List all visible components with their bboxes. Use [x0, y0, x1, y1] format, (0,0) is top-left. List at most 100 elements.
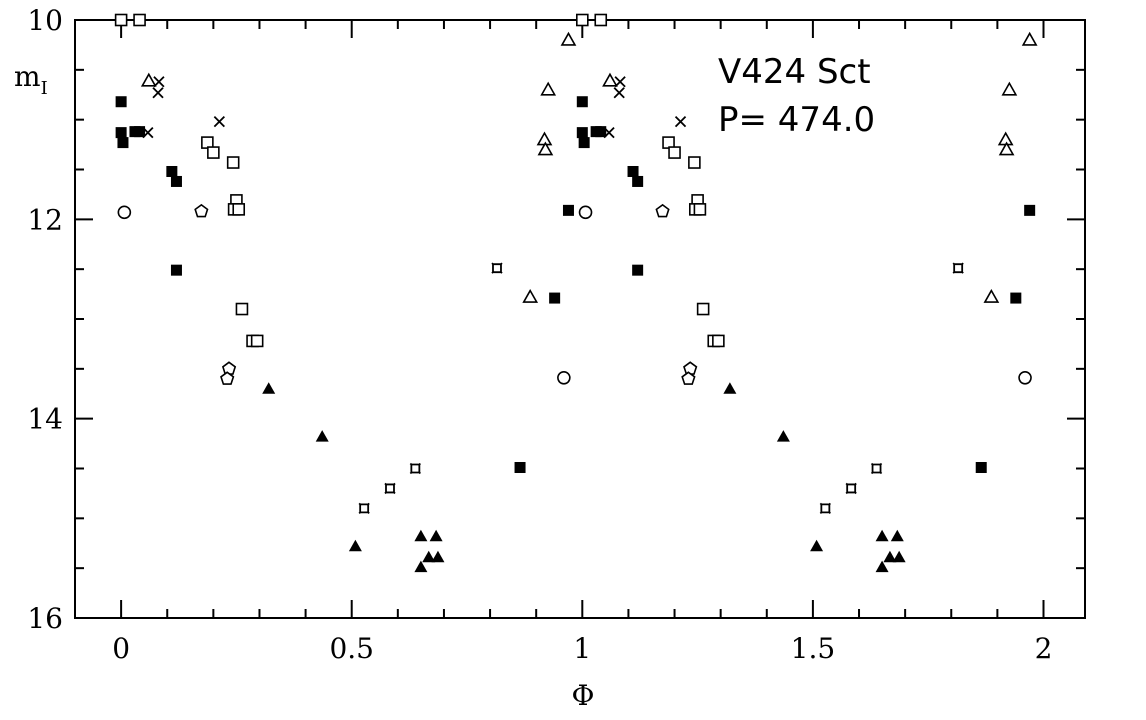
open-triangle-point — [1001, 81, 1018, 96]
filled-square-point — [632, 264, 644, 276]
filled-triangle-point — [776, 430, 790, 442]
filled-square-point — [627, 165, 639, 177]
filled-triangle-point — [414, 560, 428, 573]
x-tick-label: 0.5 — [329, 632, 374, 665]
y-tick-label: 10 — [27, 4, 63, 37]
x-tick-label: 0 — [112, 632, 130, 665]
open-triangle-point — [998, 141, 1015, 156]
filled-triangle-point — [723, 382, 737, 394]
filled-square-point — [578, 137, 590, 149]
open-square-point — [207, 146, 220, 159]
crossed-square-point — [384, 482, 396, 495]
open-circle-point — [578, 205, 593, 220]
y-axis-label-main: m — [14, 60, 41, 93]
open-square-point — [133, 13, 146, 27]
filled-square-point — [166, 165, 178, 177]
open-triangle-point — [560, 31, 577, 46]
open-square-point — [235, 302, 249, 316]
x-tick-labels: 0 0.5 1 1.5 2 — [112, 632, 1052, 665]
filled-triangle-point — [875, 560, 889, 573]
open-triangle-point — [540, 81, 557, 96]
filled-square-point — [115, 96, 127, 108]
open-square-point — [712, 334, 725, 348]
open-pentagon-point — [221, 361, 237, 375]
open-square-point — [226, 156, 240, 169]
open-triangle-point — [536, 131, 553, 146]
open-triangle-point — [522, 288, 539, 303]
star-name-annotation: V424 Sct — [718, 52, 871, 92]
open-square-point — [250, 334, 264, 348]
data-points — [114, 13, 1038, 573]
x-tick-label: 1 — [573, 632, 591, 665]
filled-square-point — [170, 175, 182, 187]
open-square-point — [693, 203, 707, 216]
filled-square-point — [595, 126, 607, 138]
filled-triangle-point — [315, 430, 329, 442]
filled-triangle-point — [810, 539, 824, 552]
cross-point — [153, 76, 165, 88]
filled-triangle-point — [892, 550, 906, 563]
period-annotation: P= 474.0 — [718, 100, 875, 140]
filled-triangle-point — [431, 550, 445, 563]
cross-point — [213, 116, 225, 128]
cross-point — [674, 116, 687, 128]
open-triangle-point — [997, 131, 1014, 146]
y-tick-label: 12 — [27, 203, 63, 236]
open-square-point — [232, 203, 246, 216]
y-axis-label-sub: I — [41, 78, 48, 99]
cross-point — [613, 87, 625, 99]
filled-square-point — [632, 175, 644, 187]
filled-square-point — [514, 462, 526, 474]
crossed-square-point — [870, 462, 883, 475]
filled-square-point — [549, 292, 561, 304]
y-tick-label: 14 — [27, 403, 63, 436]
open-circle-point — [1018, 371, 1032, 385]
open-circle-point — [117, 205, 132, 220]
open-square-point — [668, 146, 681, 159]
axis-ticks — [75, 19, 1085, 619]
filled-triangle-point — [875, 529, 889, 542]
filled-square-point — [1010, 292, 1022, 304]
filled-square-point — [115, 127, 127, 139]
plot-frame — [74, 19, 1086, 619]
open-pentagon-point — [220, 371, 235, 385]
crossed-square-point — [845, 482, 857, 495]
filled-square-point — [1024, 204, 1036, 216]
cross-point — [614, 76, 626, 88]
open-pentagon-point — [681, 371, 696, 385]
open-pentagon-point — [194, 203, 209, 218]
crossed-square-point — [491, 262, 503, 274]
open-triangle-point — [140, 72, 157, 87]
cross-point — [152, 87, 164, 99]
filled-triangle-point — [429, 529, 443, 542]
crossed-square-point — [409, 462, 421, 475]
x-axis-label: Φ — [572, 679, 595, 712]
filled-triangle-point — [414, 529, 428, 542]
filled-square-point — [576, 127, 588, 139]
y-tick-labels: 10 12 14 16 — [27, 4, 63, 635]
crossed-square-point — [358, 502, 370, 515]
filled-square-point — [562, 204, 574, 216]
filled-square-point — [975, 462, 987, 474]
crossed-square-point — [952, 262, 964, 274]
crossed-square-point — [819, 502, 831, 515]
x-tick-label: 1.5 — [791, 632, 836, 665]
open-square-point — [696, 302, 710, 316]
open-square-point — [576, 13, 589, 27]
filled-triangle-point — [348, 539, 362, 552]
filled-square-point — [134, 126, 146, 138]
filled-triangle-point — [422, 550, 436, 563]
y-axis-label: mI — [14, 60, 48, 99]
open-triangle-point — [1021, 31, 1038, 46]
open-triangle-point — [537, 141, 554, 156]
filled-triangle-point — [262, 382, 276, 394]
open-square-point — [688, 156, 701, 169]
cross-point — [142, 126, 154, 139]
open-circle-point — [557, 371, 571, 385]
open-square-point — [114, 13, 128, 27]
open-triangle-point — [983, 288, 1000, 303]
filled-triangle-point — [890, 529, 904, 542]
open-pentagon-point — [655, 203, 670, 218]
cross-point — [603, 126, 615, 139]
